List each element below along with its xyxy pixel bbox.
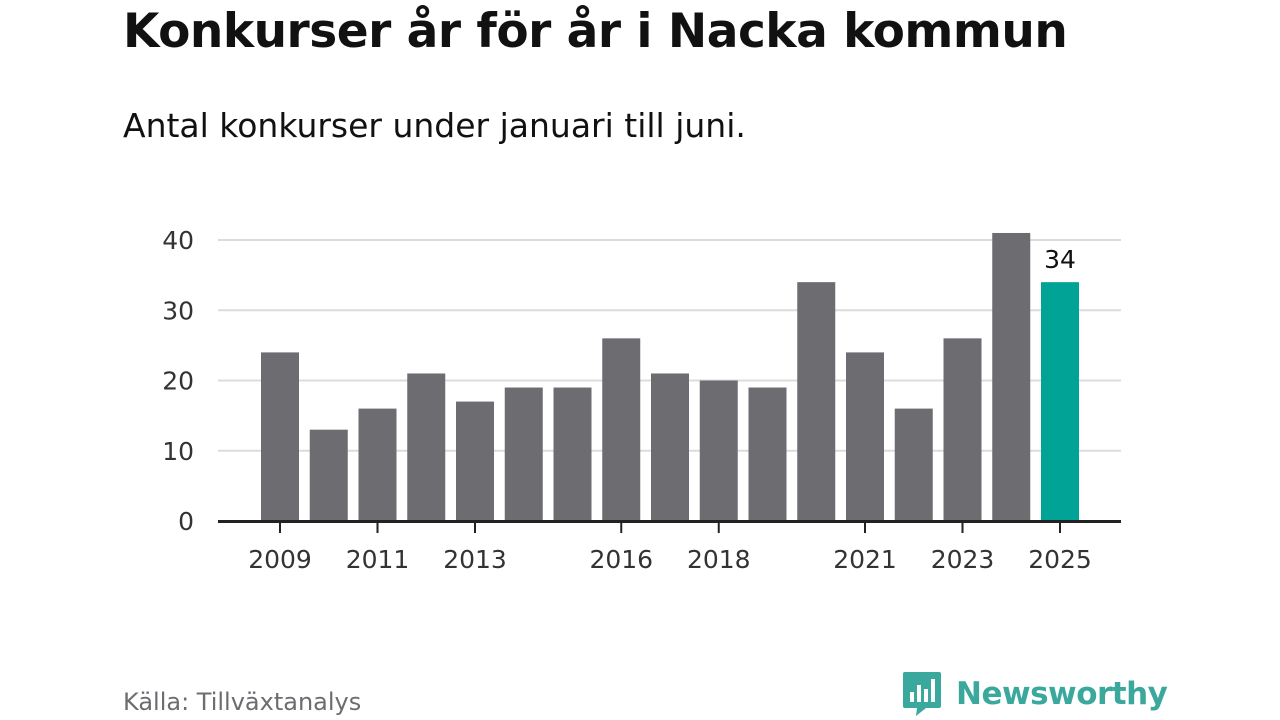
y-tick-label-40: 40 (162, 226, 194, 255)
x-tick-label-2011: 2011 (346, 545, 410, 574)
bar-2022 (894, 408, 933, 521)
bar-2014 (504, 387, 543, 521)
bar-2017 (651, 373, 689, 521)
source-note: Källa: Tillväxtanalys (123, 688, 362, 716)
chart-title: Konkurser år för år i Nacka kommun (123, 4, 1068, 59)
bar-2024 (992, 232, 1031, 521)
bar-2016 (602, 338, 641, 521)
y-tick-label-20: 20 (162, 367, 194, 396)
y-tick-label-30: 30 (162, 296, 194, 325)
bar-2011 (358, 408, 397, 521)
bar-2010 (309, 429, 348, 521)
bar-2012 (407, 373, 446, 521)
chart-subtitle: Antal konkurser under januari till juni. (123, 106, 746, 145)
brand: Newsworthy (902, 670, 1168, 718)
x-tick-label-2016: 2016 (589, 545, 653, 574)
bar-2018 (699, 380, 738, 521)
x-tick-label-2021: 2021 (833, 545, 897, 574)
bar-2025 (1041, 282, 1079, 521)
bar-2015 (553, 387, 592, 521)
axes (218, 520, 1121, 533)
x-tick-label-2009: 2009 (248, 545, 312, 574)
bar-2019 (748, 387, 787, 521)
bar-2020 (797, 282, 836, 521)
y-tick-label-10: 10 (162, 437, 194, 466)
x-tick-label-2025: 2025 (1028, 545, 1092, 574)
bar-2021 (846, 352, 884, 521)
bar-2023 (943, 338, 982, 521)
bar-chart-bubble-icon (903, 672, 941, 716)
bars (261, 232, 1079, 521)
bar-2009 (261, 352, 299, 521)
y-tick-label-0: 0 (178, 507, 194, 536)
x-tick-label-2018: 2018 (687, 545, 751, 574)
data-label-2025: 34 (1044, 245, 1076, 274)
bar-2013 (456, 401, 494, 521)
x-tick-label-2013: 2013 (443, 545, 507, 574)
brand-name: Newsworthy (956, 676, 1168, 712)
x-tick-label-2023: 2023 (931, 545, 995, 574)
labels: 0 10 20 30 40 2009 2011 2013 2016 2018 2021 2023 202… (162, 226, 1092, 574)
